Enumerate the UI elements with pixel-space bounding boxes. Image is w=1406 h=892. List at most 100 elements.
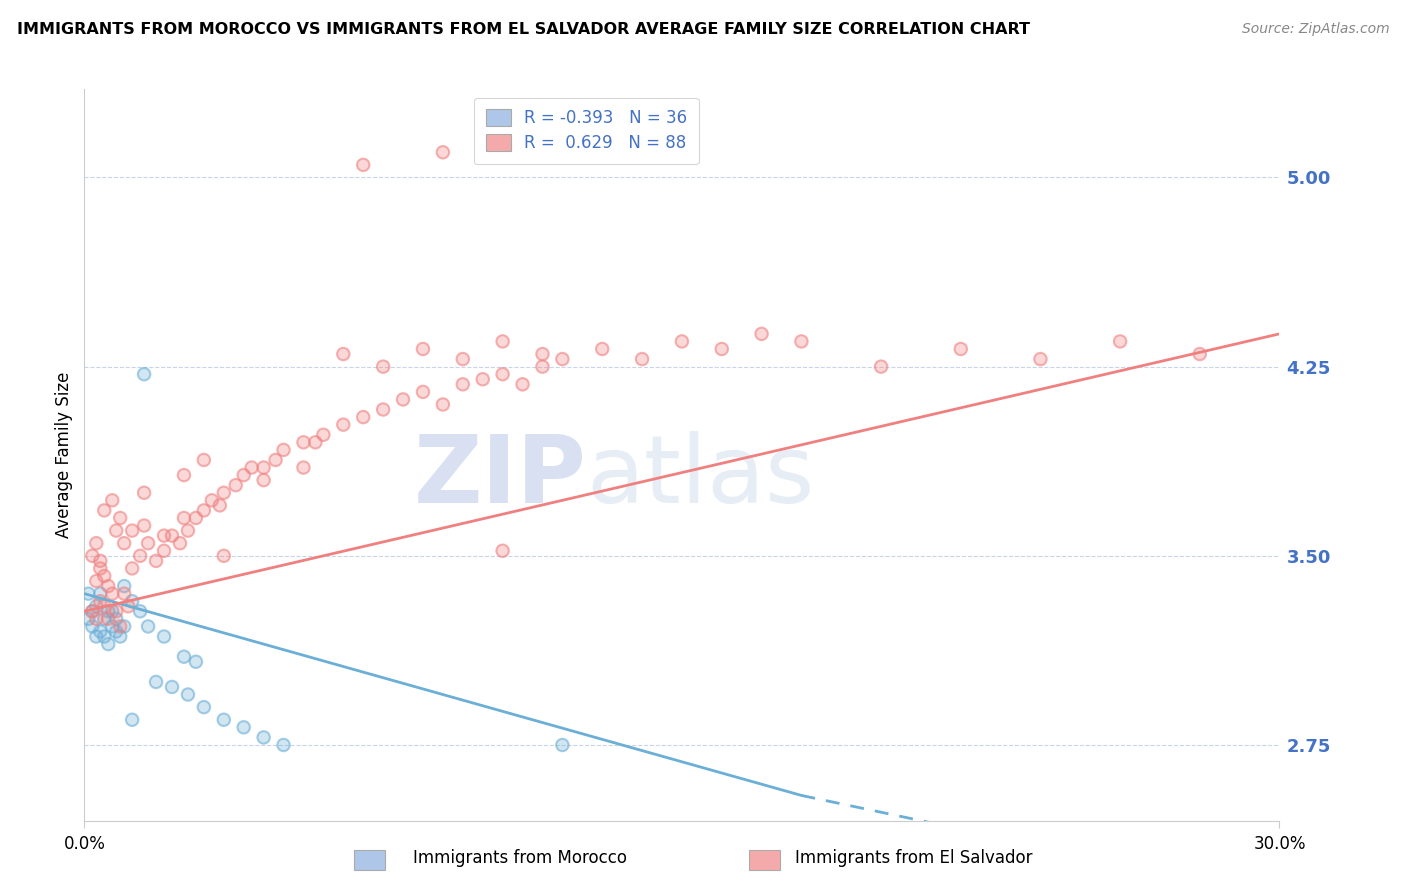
Point [212,549,235,563]
Point [949,342,972,356]
Point [132,368,156,382]
Point [471,372,494,386]
Point [193,503,215,517]
Point [432,397,454,411]
Point [105,624,128,639]
Point [332,417,354,432]
Point [253,460,276,475]
Point [93,599,115,614]
Point [1029,352,1052,367]
Point [86,599,108,614]
Point [160,528,183,542]
Point [145,674,167,689]
Point [671,334,693,349]
Point [110,619,132,633]
Point [212,713,235,727]
Point [177,524,200,538]
Point [112,579,135,593]
Point [89,561,111,575]
Point [392,392,415,407]
Point [82,604,104,618]
Point [93,503,115,517]
Point [97,637,120,651]
Point [86,599,108,614]
Point [101,587,124,601]
Point [89,624,111,639]
Point [105,604,128,618]
Point [173,649,195,664]
Point [373,402,395,417]
Point [89,587,111,601]
Point [101,604,124,618]
Point [1029,352,1052,367]
Point [121,594,143,608]
Point [232,720,254,734]
Point [173,511,195,525]
Point [751,326,773,341]
Text: ZIP: ZIP [413,431,586,523]
Y-axis label: Average Family Size: Average Family Size [55,372,73,538]
Point [145,554,167,568]
Point [82,604,104,618]
Point [232,468,254,483]
Point [492,543,515,558]
Point [273,738,295,752]
Text: Immigrants from Morocco: Immigrants from Morocco [413,849,627,867]
Point [352,410,374,425]
Point [273,442,295,457]
Point [97,579,120,593]
Point [153,543,176,558]
Point [132,485,156,500]
Point [105,604,128,618]
Point [551,738,574,752]
Point [412,342,434,356]
Point [184,511,207,525]
Point [132,485,156,500]
Point [160,680,183,694]
Point [89,554,111,568]
Point [225,478,247,492]
Point [153,543,176,558]
Point [392,392,415,407]
Point [89,624,111,639]
Point [121,713,143,727]
Point [412,342,434,356]
Point [512,377,534,392]
Point [352,410,374,425]
Point [169,536,191,550]
Point [101,604,124,618]
Point [212,485,235,500]
Point [112,536,135,550]
Point [551,352,574,367]
Point [101,619,124,633]
Point [193,700,215,714]
Point [790,334,813,349]
Point [136,619,159,633]
Point [112,579,135,593]
Point [492,334,515,349]
Point [492,368,515,382]
Point [253,731,276,745]
Point [82,549,104,563]
Point [112,619,135,633]
Legend: R = -0.393   N = 36, R =  0.629   N = 88: R = -0.393 N = 36, R = 0.629 N = 88 [474,97,699,164]
Point [101,493,124,508]
Point [373,359,395,374]
Point [153,630,176,644]
Point [129,549,152,563]
Point [97,604,120,618]
Point [145,554,167,568]
Point [551,738,574,752]
Point [332,417,354,432]
Point [177,524,200,538]
Point [312,427,335,442]
Text: Source: ZipAtlas.com: Source: ZipAtlas.com [1241,22,1389,37]
Point [225,478,247,492]
Point [591,342,613,356]
Point [117,599,139,614]
Point [121,713,143,727]
Point [312,427,335,442]
Point [173,468,195,483]
Point [132,518,156,533]
Point [292,460,315,475]
